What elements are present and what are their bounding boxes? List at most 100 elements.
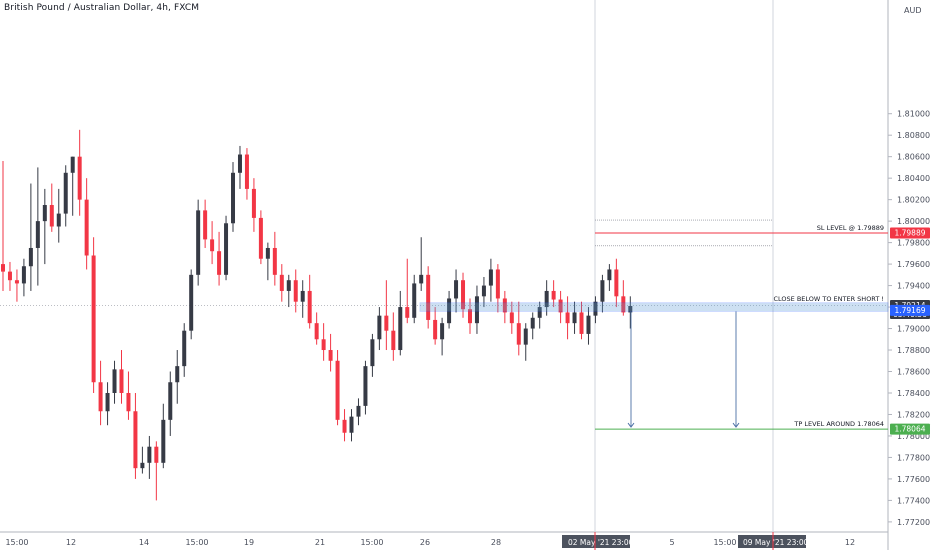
candle-body xyxy=(265,247,270,259)
candle-body xyxy=(300,290,305,302)
candle-body xyxy=(467,309,472,324)
candle-body xyxy=(558,299,563,313)
candle-body xyxy=(509,312,514,324)
candle-body xyxy=(593,301,598,316)
y-tick-label-11: 1.78800 xyxy=(897,346,930,355)
range-start-time-label: 02 May '21 23:00 xyxy=(568,538,634,547)
candle-body xyxy=(126,392,131,412)
candle-body xyxy=(572,312,577,324)
y-tick-label-17: 1.77600 xyxy=(897,475,930,484)
candle-body xyxy=(258,217,263,259)
candle-body xyxy=(440,323,445,340)
x-tick-label-12: 15:00 xyxy=(713,538,736,547)
sl-price-tag-text: 1.79889 xyxy=(894,229,925,238)
candle-body xyxy=(363,366,368,406)
candle-body xyxy=(391,330,396,351)
candle-body xyxy=(565,312,570,324)
candle-body xyxy=(426,274,431,320)
candle-body xyxy=(454,280,459,299)
range-end-time-label: 09 May '21 23:00 xyxy=(743,538,809,547)
candle-body xyxy=(154,446,159,463)
candle-body xyxy=(112,369,117,393)
candle-body xyxy=(196,210,201,275)
range-end-time-box xyxy=(738,535,806,548)
candle-body xyxy=(405,307,410,318)
candle-body xyxy=(307,290,312,324)
candle-body xyxy=(91,255,96,383)
candle-body xyxy=(175,366,180,383)
candle-body xyxy=(349,416,354,433)
candle-body xyxy=(579,312,584,334)
candle-body xyxy=(447,298,452,324)
candle-body xyxy=(621,296,626,313)
candle-body xyxy=(119,369,124,393)
candle-body xyxy=(523,328,528,345)
candle-body xyxy=(217,251,222,275)
candle-body xyxy=(244,154,249,189)
candle-body xyxy=(314,323,319,340)
y-tick-label-3: 1.80400 xyxy=(897,174,930,183)
candle-body xyxy=(544,290,549,308)
y-tick-label-8: 1.79400 xyxy=(897,282,930,291)
symbol-title: British Pound / Australian Dollar, 4h, F… xyxy=(4,3,200,13)
candle-body xyxy=(335,360,340,420)
candle-body xyxy=(231,172,236,224)
candle-body xyxy=(189,274,194,331)
candle-body xyxy=(474,296,479,324)
candle-body xyxy=(342,419,347,433)
y-tick-label-0: 1.81000 xyxy=(897,110,930,119)
candle-body xyxy=(77,156,82,200)
candle-body xyxy=(168,382,173,420)
candle-body xyxy=(7,271,12,281)
candle-body xyxy=(182,330,187,367)
candle-body xyxy=(35,221,40,248)
sl-level-annotation: SL LEVEL @ 1.79889 xyxy=(817,224,884,232)
candle-body xyxy=(412,283,417,318)
candle-body xyxy=(461,280,466,310)
candle-body xyxy=(28,247,33,267)
candle-body xyxy=(286,280,291,291)
candle-body xyxy=(14,280,19,284)
y-tick-label-5: 1.80000 xyxy=(897,217,930,226)
candle-body xyxy=(293,280,298,302)
candle-body xyxy=(84,199,89,256)
y-tick-label-7: 1.79600 xyxy=(897,260,930,269)
candle-body xyxy=(495,269,500,299)
candle-body xyxy=(147,446,152,463)
candle-body xyxy=(614,269,619,297)
candle-body xyxy=(203,210,208,240)
candle-body xyxy=(21,266,26,284)
entry-price-tag xyxy=(890,304,930,316)
candle-body xyxy=(105,392,110,412)
entry-annotation: CLOSE BELOW TO ENTER SHORT ! xyxy=(773,295,884,303)
candle-body xyxy=(321,339,326,351)
target-arrow-head xyxy=(627,422,635,428)
candle-body xyxy=(433,319,438,340)
candle-body xyxy=(251,188,256,218)
y-tick-label-4: 1.80200 xyxy=(897,196,930,205)
candle-body xyxy=(49,205,54,227)
candle-body xyxy=(628,305,633,313)
sl-price-tag xyxy=(890,227,930,239)
x-tick-label-1: 12 xyxy=(66,538,76,547)
entry-zone[interactable] xyxy=(419,302,889,312)
y-tick-label-1: 1.80800 xyxy=(897,131,930,140)
currency-label: AUD xyxy=(904,6,922,15)
candle-body xyxy=(488,269,493,286)
y-tick-label-18: 1.77400 xyxy=(897,496,930,505)
candle-body xyxy=(279,274,284,291)
candle-body xyxy=(98,382,103,412)
candle-body xyxy=(384,315,389,331)
y-tick-label-13: 1.78400 xyxy=(897,389,930,398)
x-tick-label-2: 14 xyxy=(139,538,149,547)
candle-body xyxy=(140,462,145,469)
candle-body xyxy=(502,298,507,313)
candle-body xyxy=(537,307,542,318)
y-tick-label-19: 1.77200 xyxy=(897,518,930,527)
y-tick-label-15: 1.78000 xyxy=(897,432,930,441)
candle-body xyxy=(224,223,229,275)
candle-body xyxy=(377,315,382,340)
candle-body xyxy=(63,172,68,214)
x-tick-label-8: 28 xyxy=(491,538,501,547)
